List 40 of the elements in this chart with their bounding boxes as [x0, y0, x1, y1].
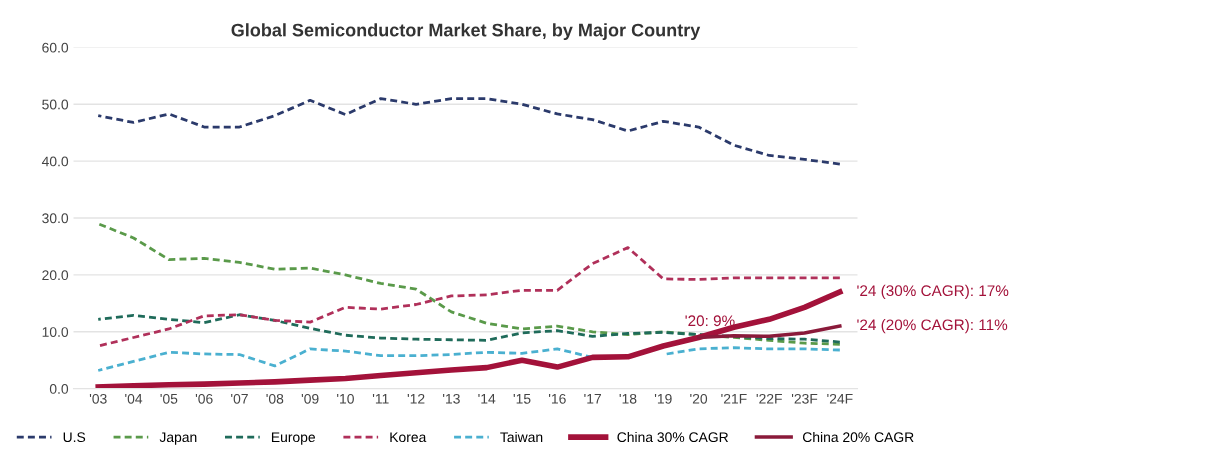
x-tick-label: '18	[619, 393, 637, 404]
annotation: '24 (30% CAGR): 17%	[857, 284, 1009, 300]
x-tick-label: '21F	[721, 393, 747, 404]
x-tick-label: '24F	[827, 393, 853, 404]
x-tick-label: '04	[125, 393, 143, 404]
x-tick-label: '11	[372, 394, 389, 404]
y-tick-label: 50.0	[42, 99, 69, 110]
y-tick-label: 60.0	[42, 42, 69, 53]
legend-label: Japan	[159, 432, 197, 445]
y-tick-label: 30.0	[42, 213, 69, 224]
x-tick-label: '12	[407, 393, 425, 404]
x-tick-label: '05	[160, 393, 178, 404]
y-tick-label: 20.0	[42, 270, 69, 281]
x-tick-label: '20	[690, 393, 708, 404]
x-tick-label: '06	[195, 393, 213, 404]
chart-title: Global Semiconductor Market Share, by Major Country	[231, 23, 701, 41]
x-tick-label: '16	[548, 393, 566, 404]
x-tick-label: '14	[478, 394, 496, 404]
x-tick-label: '19	[654, 393, 672, 404]
y-tick-label: 10.0	[42, 327, 69, 337]
legend-label: Europe	[271, 432, 316, 445]
y-tick-label: 0.0	[49, 384, 69, 394]
y-tick-label: 40.0	[41, 156, 69, 167]
legend-label: Taiwan	[500, 431, 543, 443]
x-tick-label: '07	[231, 393, 248, 404]
annotation: '24 (20% CAGR): 11%	[857, 318, 1008, 334]
legend-label: China 30% CAGR	[617, 431, 729, 443]
x-tick-label: '17	[584, 394, 601, 404]
x-tick-label: '23F	[791, 393, 818, 404]
x-tick-label: '03	[89, 393, 107, 404]
x-tick-label: '22F	[756, 393, 782, 404]
legend-label: Korea	[390, 432, 427, 443]
x-tick-label: '13	[443, 393, 460, 404]
x-tick-label: '08	[266, 393, 284, 404]
legend-label: China 20% CAGR	[802, 431, 914, 443]
x-tick-label: '09	[301, 393, 319, 404]
annotation: '20: 9%	[685, 315, 735, 327]
legend-label: U.S	[63, 432, 86, 443]
x-tick-label: '10	[337, 393, 354, 404]
x-tick-label: '15	[513, 394, 531, 404]
